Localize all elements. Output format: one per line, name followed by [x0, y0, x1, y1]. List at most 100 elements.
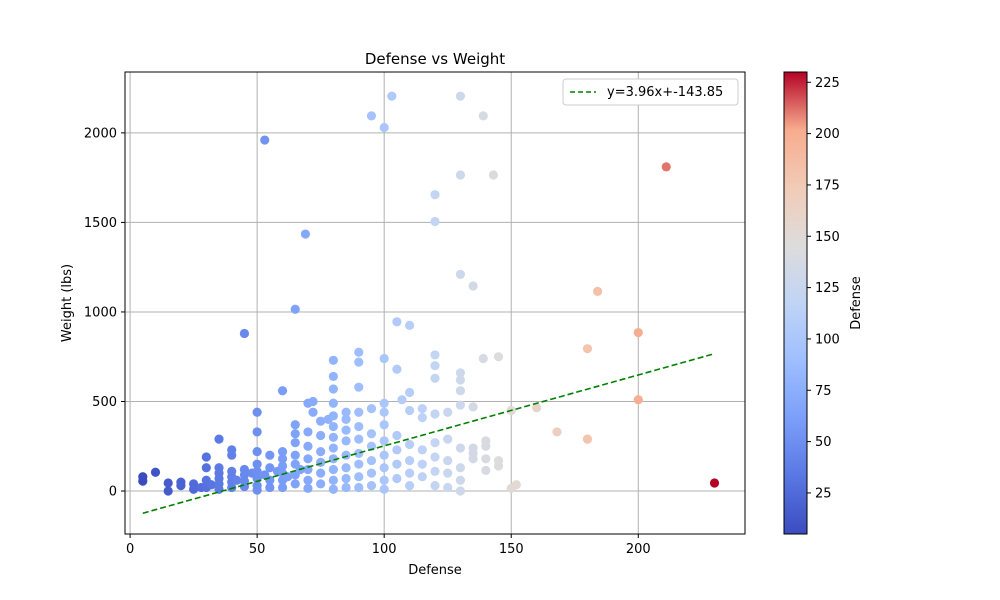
scatter-point — [397, 395, 407, 405]
scatter-point — [354, 421, 364, 432]
scatter-point — [593, 286, 603, 296]
scatter-point — [277, 461, 288, 471]
scatter-point — [404, 405, 415, 416]
scatter-point — [252, 447, 262, 457]
scatter-point — [532, 403, 542, 413]
scatter-point — [277, 447, 288, 457]
scatter-point — [303, 483, 313, 493]
scatter-point — [633, 395, 643, 405]
scatter-point — [455, 269, 466, 279]
y-tick-label: 1000 — [84, 305, 117, 320]
colorbar: 25 50 75 100 125 150 175 200 225 Defense — [783, 71, 864, 535]
scatter-point — [379, 450, 389, 460]
scatter-point — [379, 122, 389, 133]
scatter-point — [354, 482, 364, 493]
scatter-point — [417, 472, 427, 482]
scatter-point — [493, 461, 504, 471]
scatter-point — [290, 450, 300, 460]
scatter-point — [455, 170, 466, 180]
scatter-point — [277, 482, 288, 493]
scatter-point — [366, 111, 377, 121]
scatter-point — [417, 459, 427, 469]
scatter-point — [455, 475, 466, 485]
scatter-point — [443, 468, 453, 478]
scatter-point — [328, 355, 338, 365]
x-tick-label: 200 — [626, 542, 651, 557]
scatter-points — [138, 91, 720, 496]
x-axis-label: Defense — [408, 563, 462, 578]
trendline — [142, 352, 715, 515]
x-tick-label: 100 — [372, 542, 397, 557]
scatter-point — [582, 344, 593, 354]
scatter-point — [283, 472, 293, 482]
scatter-point — [404, 439, 415, 450]
scatter-point — [252, 407, 262, 417]
scatter-point — [455, 443, 466, 453]
scatter-point — [417, 404, 427, 414]
scatter-point — [341, 450, 351, 460]
scatter-point — [633, 327, 643, 338]
scatter-point — [290, 479, 300, 489]
colorbar-tick-label: 125 — [815, 281, 840, 296]
colorbar-tick-label: 50 — [815, 435, 832, 450]
scatter-point — [478, 353, 488, 364]
scatter-point — [163, 478, 173, 488]
scatter-point — [366, 429, 377, 439]
scatter-point — [443, 482, 453, 493]
scatter-point — [303, 441, 313, 451]
scatter-point — [404, 320, 415, 330]
scatter-point — [308, 396, 318, 407]
scatter-point — [328, 484, 338, 494]
scatter-point — [265, 450, 275, 460]
scatter-point — [468, 402, 478, 412]
scatter-point — [379, 420, 389, 430]
scatter-point — [430, 361, 440, 371]
scatter-point — [227, 482, 237, 493]
scatter-point — [290, 420, 300, 430]
y-axis-ticks: 0 500 1000 1500 2000 — [84, 126, 125, 500]
scatter-point — [488, 170, 499, 180]
scatter-point — [455, 375, 466, 385]
scatter-point — [354, 448, 364, 459]
scatter-point — [150, 467, 161, 477]
scatter-point — [328, 371, 338, 382]
scatter-point — [206, 480, 216, 490]
scatter-point — [392, 445, 402, 455]
scatter-point — [308, 407, 318, 417]
scatter-point — [455, 463, 466, 473]
scatter-point — [316, 457, 326, 467]
scatter-point — [430, 216, 440, 227]
legend: y=3.96x+-143.85 — [562, 78, 739, 106]
scatter-point — [481, 465, 491, 476]
scatter-point — [481, 441, 491, 451]
scatter-point — [379, 484, 389, 494]
scatter-point — [163, 486, 173, 496]
scatter-point — [582, 434, 593, 444]
scatter-point — [328, 384, 338, 394]
colorbar-tick-label: 150 — [815, 230, 840, 245]
scatter-point — [443, 407, 453, 417]
scatter-point — [392, 473, 402, 484]
scatter-point — [379, 407, 389, 417]
scatter-point — [201, 452, 211, 462]
scatter-point — [404, 455, 415, 466]
scatter-point — [392, 430, 402, 441]
scatter-point — [392, 364, 402, 374]
colorbar-gradient — [783, 71, 808, 535]
scatter-point — [354, 357, 364, 367]
scatter-point — [341, 407, 351, 417]
scatter-point — [201, 463, 211, 473]
scatter-point — [354, 382, 364, 392]
scatter-point — [316, 447, 326, 457]
x-tick-label: 0 — [126, 542, 134, 557]
y-tick-label: 0 — [109, 485, 117, 500]
scatter-point — [265, 482, 275, 493]
colorbar-tick-label: 75 — [815, 384, 832, 399]
scatter-point — [328, 443, 338, 453]
scatter-point — [468, 454, 478, 464]
scatter-point — [430, 190, 440, 200]
colorbar-tick-label: 175 — [815, 178, 840, 193]
colorbar-tick-label: 25 — [815, 486, 832, 501]
scatter-point — [341, 482, 351, 493]
